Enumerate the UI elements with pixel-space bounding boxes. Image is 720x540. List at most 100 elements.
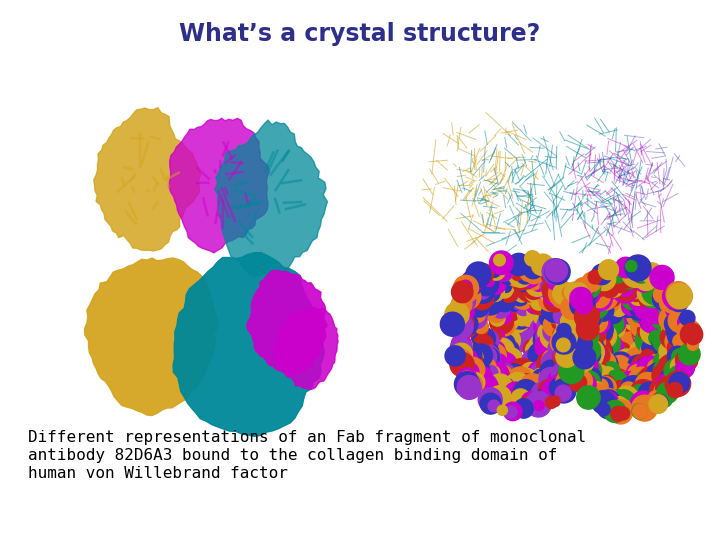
Circle shape — [666, 319, 688, 341]
Circle shape — [611, 397, 627, 413]
Circle shape — [647, 356, 660, 370]
Circle shape — [490, 298, 510, 318]
Circle shape — [559, 332, 572, 346]
Circle shape — [526, 341, 544, 360]
Circle shape — [593, 377, 613, 397]
Circle shape — [622, 261, 648, 287]
Circle shape — [617, 273, 631, 287]
Circle shape — [479, 375, 497, 393]
Circle shape — [448, 314, 473, 339]
Circle shape — [678, 314, 695, 330]
Circle shape — [492, 261, 513, 281]
Circle shape — [457, 341, 472, 355]
Circle shape — [642, 339, 660, 357]
Circle shape — [652, 314, 666, 328]
Circle shape — [528, 279, 540, 291]
Circle shape — [654, 286, 671, 303]
Circle shape — [585, 316, 600, 331]
Circle shape — [570, 292, 595, 318]
Circle shape — [589, 326, 606, 343]
Circle shape — [536, 325, 546, 336]
Circle shape — [667, 286, 685, 304]
Circle shape — [451, 334, 471, 354]
Circle shape — [451, 294, 472, 315]
Circle shape — [498, 405, 508, 415]
Circle shape — [597, 267, 621, 292]
Circle shape — [539, 367, 562, 391]
Circle shape — [637, 356, 662, 381]
Circle shape — [494, 306, 513, 324]
Circle shape — [562, 355, 583, 375]
Circle shape — [631, 355, 654, 377]
Circle shape — [640, 345, 652, 356]
Circle shape — [582, 272, 601, 292]
Circle shape — [469, 298, 489, 317]
Circle shape — [557, 320, 568, 331]
Circle shape — [656, 374, 675, 394]
Circle shape — [590, 314, 610, 334]
Circle shape — [675, 349, 698, 372]
Circle shape — [650, 266, 674, 289]
Circle shape — [577, 302, 595, 320]
Circle shape — [492, 365, 513, 386]
Circle shape — [596, 353, 618, 375]
Circle shape — [630, 272, 640, 282]
Circle shape — [657, 333, 681, 357]
Circle shape — [523, 279, 544, 299]
Circle shape — [490, 354, 507, 372]
Circle shape — [600, 363, 619, 382]
Circle shape — [541, 350, 567, 376]
Circle shape — [603, 288, 621, 307]
Circle shape — [518, 329, 544, 355]
Circle shape — [551, 286, 574, 308]
Circle shape — [525, 251, 540, 266]
Circle shape — [652, 363, 677, 388]
Circle shape — [495, 352, 521, 378]
Circle shape — [508, 273, 521, 286]
Circle shape — [533, 369, 550, 387]
Circle shape — [627, 308, 646, 327]
Circle shape — [461, 271, 485, 294]
Circle shape — [680, 310, 695, 326]
Circle shape — [554, 324, 577, 348]
Circle shape — [464, 326, 474, 337]
Circle shape — [502, 315, 513, 326]
Circle shape — [565, 333, 579, 346]
Circle shape — [482, 366, 498, 381]
Circle shape — [575, 305, 599, 329]
Circle shape — [572, 323, 594, 345]
Circle shape — [454, 372, 480, 397]
Circle shape — [564, 357, 581, 374]
Circle shape — [517, 280, 528, 292]
Circle shape — [569, 283, 588, 302]
Circle shape — [592, 390, 616, 414]
Circle shape — [552, 362, 577, 387]
Circle shape — [613, 335, 636, 358]
Circle shape — [575, 305, 587, 317]
Circle shape — [548, 278, 560, 290]
Circle shape — [655, 357, 677, 379]
Circle shape — [633, 404, 647, 418]
Circle shape — [502, 296, 513, 307]
Circle shape — [523, 382, 536, 395]
Circle shape — [640, 387, 654, 400]
Circle shape — [634, 299, 655, 319]
Circle shape — [629, 384, 650, 406]
Circle shape — [649, 380, 668, 399]
Circle shape — [545, 259, 570, 284]
Circle shape — [624, 275, 639, 289]
Circle shape — [459, 372, 474, 387]
Circle shape — [664, 359, 689, 383]
Circle shape — [546, 397, 557, 408]
Circle shape — [534, 312, 546, 325]
Circle shape — [576, 285, 593, 302]
Circle shape — [448, 350, 460, 363]
Circle shape — [637, 286, 652, 300]
Circle shape — [509, 359, 535, 384]
Circle shape — [639, 367, 662, 390]
Circle shape — [550, 333, 561, 343]
Circle shape — [515, 316, 538, 340]
Circle shape — [660, 293, 680, 313]
Circle shape — [459, 312, 477, 330]
Circle shape — [489, 338, 500, 349]
